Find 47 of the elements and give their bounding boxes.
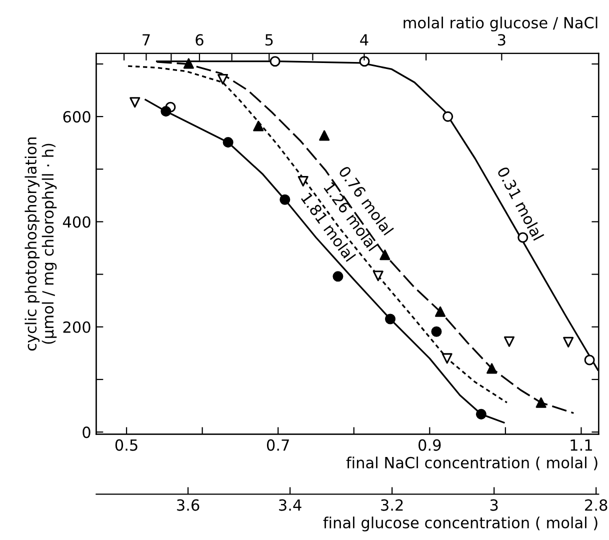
x-axis-title: final NaCl concentration ( molal ) (346, 456, 598, 470)
point (160, 106, 172, 117)
point (563, 336, 574, 348)
point (584, 354, 595, 366)
point (384, 314, 396, 324)
point (359, 56, 370, 67)
y-tick-label: 600 (63, 111, 90, 123)
point (442, 111, 454, 122)
x-tick-label: 0.5 (115, 439, 138, 451)
point (270, 56, 280, 67)
text: 6 (196, 34, 204, 46)
y-tick-label: 400 (62, 216, 90, 228)
text: 4 (360, 34, 368, 46)
text: molal ratio glucose / NaCl (404, 16, 598, 32)
point (504, 336, 514, 347)
point (380, 250, 390, 260)
x-tick-label: 0.9 (418, 439, 441, 451)
text: 5 (265, 34, 273, 46)
y-tick-label: 0 (82, 426, 90, 438)
x2-axis-title: final glucose concentration ( molal ) (323, 516, 598, 532)
y-axis-title: cyclic photophosphorylation (µmol / mg chlorophyll · h) (24, 137, 57, 351)
point (298, 176, 308, 186)
x-tick-label: 0.7 (266, 439, 289, 451)
point (222, 137, 234, 148)
point (218, 74, 228, 84)
text: 3 (498, 34, 506, 46)
point (536, 397, 546, 408)
y-tick-label: 200 (63, 321, 90, 333)
x2-tick-label: 3.2 (381, 499, 403, 511)
point (332, 271, 344, 282)
point (280, 194, 290, 205)
x2-tick-label: 3 (490, 499, 498, 511)
text: 7 (142, 34, 150, 46)
point (253, 120, 264, 132)
point (476, 408, 486, 420)
point (319, 130, 330, 141)
point (130, 97, 140, 108)
x2-tick-label: 3.4 (279, 499, 302, 511)
x-tick-label: 1.1 (570, 439, 592, 451)
point (183, 58, 194, 69)
point (435, 306, 446, 317)
point (372, 270, 384, 282)
point (431, 326, 442, 337)
point (486, 363, 498, 374)
x2-tick-label: 3.6 (177, 499, 200, 511)
point (442, 353, 452, 364)
x2-tick-label: 2.8 (585, 499, 608, 511)
